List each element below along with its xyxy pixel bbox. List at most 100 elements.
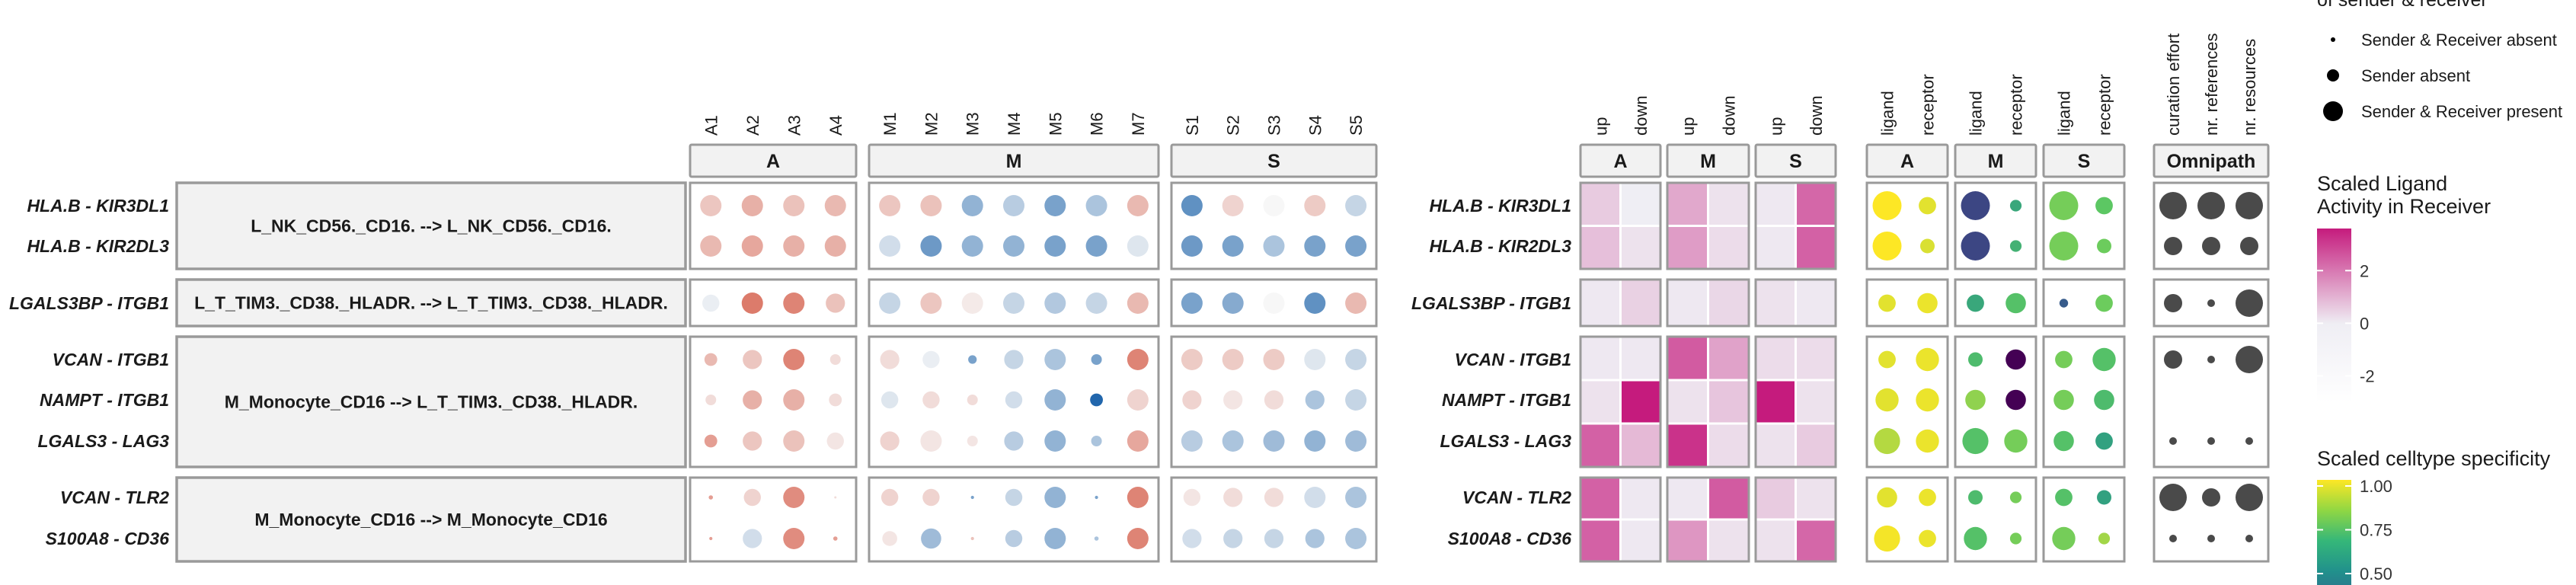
panel-cell-frame	[689, 476, 858, 563]
lr-row-label-right: HLA.B - KIR2DL3	[1429, 236, 1571, 256]
activity-tile	[1756, 478, 1795, 519]
expression-dot	[1223, 488, 1243, 507]
column-label: M7	[1129, 112, 1148, 136]
expression-dot	[1005, 529, 1023, 548]
expression-dot	[1182, 529, 1202, 548]
omnipath-dot	[2236, 289, 2263, 317]
omnipath-dot	[2207, 299, 2215, 307]
specificity-dot	[2053, 389, 2074, 411]
expression-dot	[1304, 430, 1326, 452]
specificity-dot	[2095, 197, 2113, 215]
activity-tile	[1622, 424, 1660, 466]
omnipath-dot	[2245, 535, 2253, 542]
legend-specificity-tick-label: 0.50	[2360, 564, 2392, 583]
activity-tile	[1756, 520, 1795, 561]
lr-row-label-left: VCAN - TLR2	[60, 488, 169, 507]
expression-dot	[741, 292, 763, 314]
specificity-dot	[1916, 347, 1939, 372]
expression-dot	[1127, 528, 1149, 549]
omnipath-dot	[2236, 346, 2263, 373]
panel-cell-frame	[689, 181, 858, 270]
column-label: down	[1807, 95, 1826, 136]
expression-dot	[1127, 235, 1149, 257]
expression-dot	[1345, 292, 1367, 314]
expression-dot	[1127, 195, 1149, 216]
expression-dot	[970, 495, 974, 500]
activity-tile	[1797, 520, 1835, 561]
omnipath-dot	[2236, 484, 2263, 511]
specificity-dot	[2009, 532, 2022, 545]
lr-row-label-right: HLA.B - KIR3DL1	[1429, 196, 1571, 216]
expression-dot	[1305, 390, 1325, 410]
expression-dot	[1304, 292, 1326, 314]
panel-cell-frame	[1865, 476, 1949, 563]
specificity-dot	[1872, 232, 1902, 261]
specificity-dot	[2049, 191, 2079, 220]
legend-specificity-tick-label: 1.00	[2360, 477, 2392, 496]
expression-dot	[922, 391, 940, 409]
omnipath-dot	[2207, 535, 2215, 542]
expression-dot	[1085, 235, 1107, 257]
activity-tile	[1668, 280, 1707, 325]
expression-dot	[1095, 495, 1098, 500]
expression-dot	[1264, 390, 1284, 410]
column-label: M4	[1005, 112, 1024, 136]
specificity-dot	[1968, 352, 1983, 367]
lr-row-label-right: S100A8 - CD36	[1448, 529, 1572, 548]
column-label: receptor	[1919, 74, 1938, 136]
activity-tile	[1622, 337, 1660, 379]
panel-cell-frame	[1954, 476, 2037, 563]
activity-tile	[1668, 184, 1707, 225]
activity-tile	[1756, 184, 1795, 225]
specificity-dot	[2055, 350, 2073, 369]
expression-dot	[783, 349, 805, 370]
expression-dot	[1345, 430, 1367, 452]
expression-dot	[881, 488, 899, 507]
expression-dot	[879, 235, 901, 257]
expression-dot	[1345, 528, 1367, 549]
legend-activity-tick-label: 2	[2360, 261, 2369, 280]
expression-dot	[704, 353, 718, 366]
column-label: M3	[964, 112, 983, 136]
panel-strip-label: S	[1267, 151, 1280, 172]
activity-tile	[1668, 424, 1707, 466]
activity-tile	[1668, 381, 1707, 423]
group-label: M_Monocyte_CD16 --> M_Monocyte_CD16	[254, 510, 607, 529]
legend-specificity-title: Scaled celltype specificity	[2317, 447, 2551, 470]
expression-dot	[1223, 529, 1243, 548]
panel-strip-label: Omnipath	[2167, 151, 2256, 172]
specificity-dot	[1878, 294, 1896, 312]
specificity-dot	[1968, 490, 1983, 505]
omnipath-dot	[2207, 437, 2215, 445]
specificity-dot	[2052, 526, 2076, 551]
column-label: M1	[881, 112, 900, 136]
lr-row-label-right: LGALS3BP - ITGB1	[1411, 293, 1571, 313]
expression-dot	[1263, 235, 1285, 257]
legend-activity-tick-label: 0	[2360, 314, 2369, 333]
group-box	[175, 476, 687, 563]
omnipath-dot	[2159, 484, 2187, 511]
expression-dot	[881, 391, 899, 409]
activity-tile	[1756, 227, 1795, 268]
expression-dot	[741, 235, 763, 257]
expression-dot	[1264, 529, 1284, 548]
expression-dot	[879, 195, 901, 216]
expression-dot	[826, 432, 844, 450]
expression-dot	[1181, 349, 1203, 370]
column-label: S5	[1347, 115, 1366, 136]
column-label: M5	[1046, 112, 1065, 136]
expression-dot	[743, 350, 762, 369]
expression-dot	[1044, 195, 1066, 216]
expression-dot	[826, 293, 845, 313]
specificity-dot	[2092, 347, 2116, 372]
column-label: receptor	[2095, 74, 2114, 136]
expression-dot	[1044, 528, 1066, 549]
column-label: down	[1719, 95, 1738, 136]
expression-dot	[783, 195, 805, 216]
activity-tile	[1622, 520, 1660, 561]
activity-tile	[1581, 424, 1619, 466]
specificity-dot	[1961, 191, 1990, 220]
panel-strip-a	[689, 143, 858, 178]
specificity-dot	[2097, 490, 2111, 505]
activity-tile	[1709, 424, 1748, 466]
